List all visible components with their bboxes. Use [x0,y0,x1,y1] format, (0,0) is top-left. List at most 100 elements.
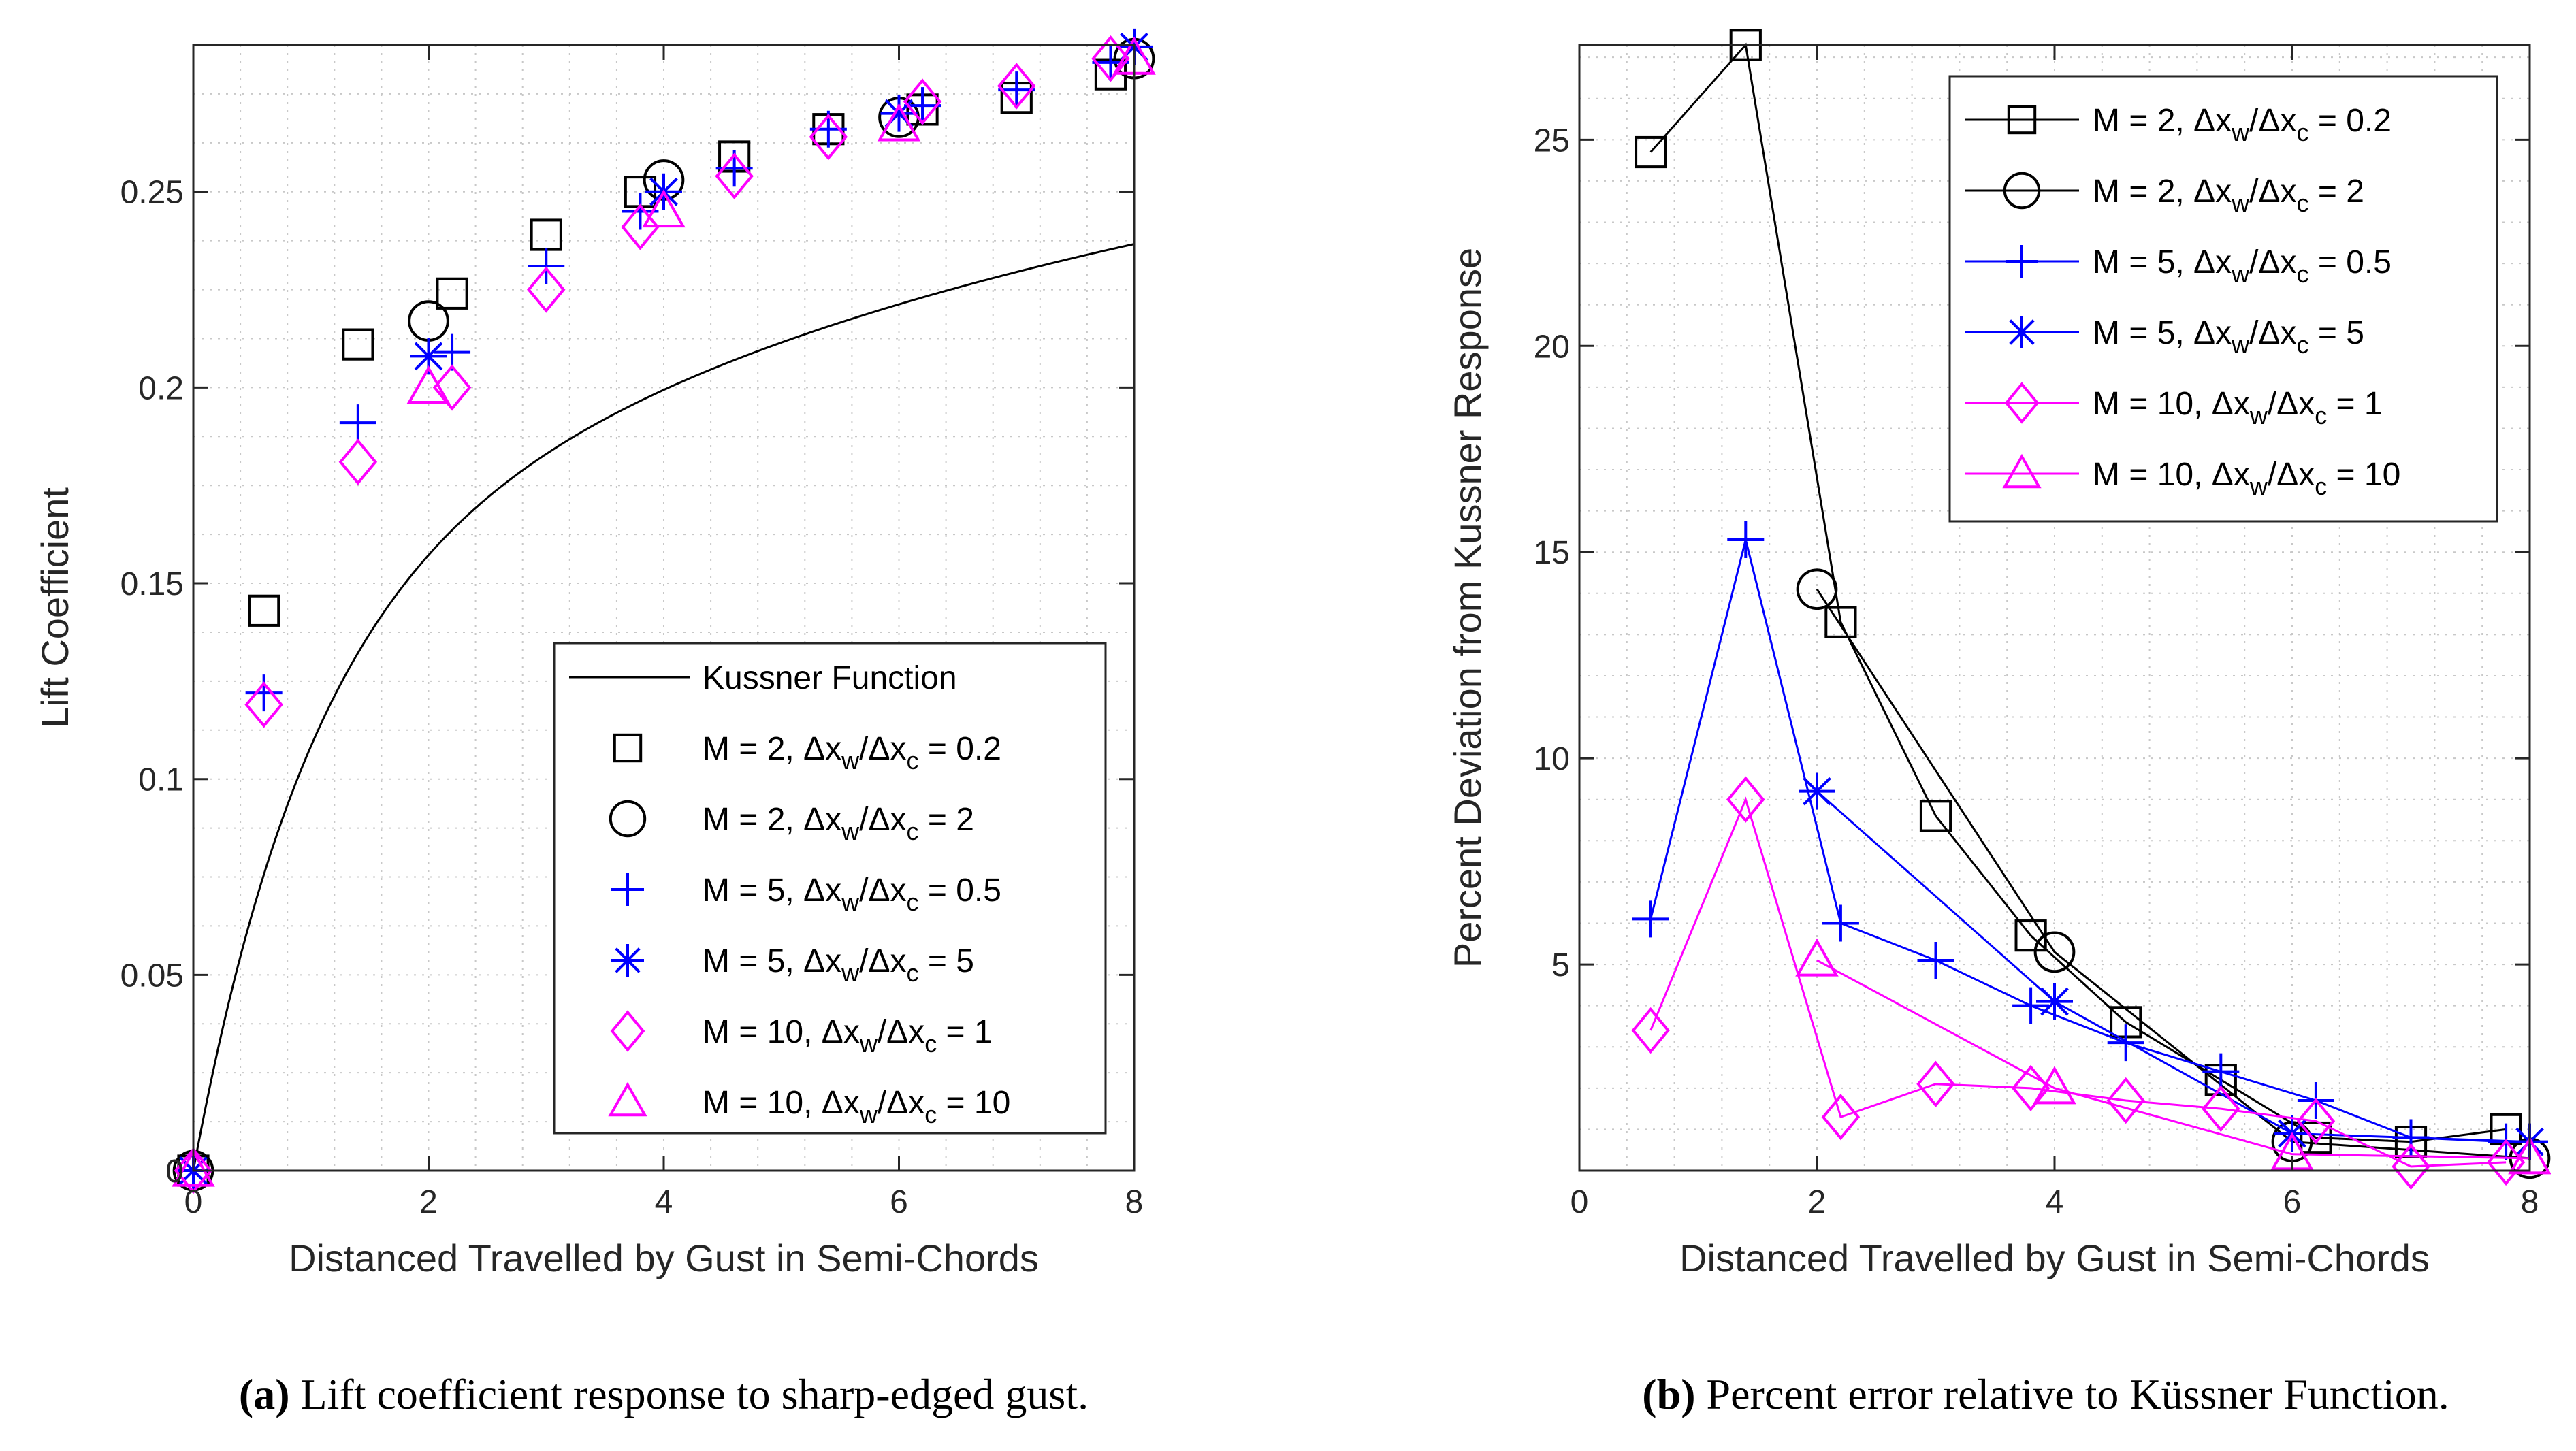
data-point-asterisk [410,338,447,375]
data-point-plus [1822,904,1859,942]
legend-marker-square [613,733,643,763]
legend-label-2: M = 2, Δxw/Δxc = 2 [703,802,974,845]
series-line [1816,959,2530,1160]
y-tick-label: 0.05 [120,958,184,994]
data-point-asterisk [2036,983,2073,1020]
legend-label-4: M = 5, Δxw/Δxc = 5 [2093,315,2364,359]
legend-marker-asterisk [2006,316,2038,348]
data-point-triangle [2508,1136,2551,1175]
y-tick-label: 0.15 [120,566,184,602]
data-point-triangle [2033,1066,2076,1105]
data-point-square [436,277,468,310]
data-point-square [248,594,280,627]
data-point-diamond [2392,1143,2430,1190]
x-tick-label: 2 [419,1184,438,1220]
data-point-plus [904,87,941,125]
data-point-asterisk [880,95,918,132]
data-point-square [1635,135,1667,169]
x-axis-label: Distanced Travelled by Gust in Semi-Chor… [1679,1237,2430,1279]
data-point-diamond [2106,1077,2145,1124]
legend-label-5: M = 10, Δxw/Δxc = 1 [2093,386,2383,429]
data-point-circle [2033,931,2076,973]
legend-marker-circle [2003,172,2041,210]
data-point-plus [245,674,283,712]
data-point-diamond [244,681,283,728]
y-tick-label: 5 [1551,947,1570,983]
series-line [1649,539,2507,1143]
data-point-plus [2012,987,2050,1024]
series-line [1649,42,2507,1143]
legend-box [553,642,1107,1135]
x-tick-label: 6 [2283,1184,2302,1220]
data-point-plus [1092,44,1129,81]
caption-text: Percent error relative to Küssner Functi… [1696,1370,2449,1418]
y-tick-label: 20 [1534,329,1570,365]
y-tick-label: 10 [1534,741,1570,777]
x-tick-label: 6 [890,1184,908,1220]
data-point-square [1919,800,1952,832]
y-tick-label: 0 [165,1154,184,1190]
legend-marker-square [2007,105,2037,135]
x-tick-label: 0 [1571,1184,1589,1220]
legend-label-kussner: Kussner Function [703,660,957,696]
data-point-triangle [642,189,686,228]
data-point-diamond [1916,1060,1955,1107]
data-point-asterisk [1799,772,1835,810]
legend-marker-diamond [610,1010,645,1052]
series-line [1816,790,2530,1143]
data-point-diamond [2296,1098,2336,1145]
legend-label-2: M = 2, Δxw/Δxc = 2 [2093,174,2364,217]
x-tick-label: 4 [2046,1184,2064,1220]
data-point-diamond [621,203,660,250]
caption-label: (a) [239,1370,290,1418]
data-point-diamond [715,152,754,199]
legend-label-5: M = 10, Δxw/Δxc = 1 [703,1014,993,1058]
data-point-plus [339,404,376,442]
data-point-diamond [174,1147,213,1194]
legend-marker-triangle [608,1081,647,1117]
legend-label-4: M = 5, Δxw/Δxc = 5 [703,943,974,987]
data-point-diamond [1821,1094,1861,1141]
y-tick-label: 0.1 [138,762,184,798]
legend-marker-plus [611,873,644,906]
caption-label: (b) [1642,1370,1695,1418]
legend-box [1948,75,2498,523]
panel-b-percent-deviation: 0 2 4 6 8 5 10 15 20 25 Distanced Travelled by Gus… [1446,29,2551,1418]
legend-marker-plus [2006,245,2038,278]
data-point-diamond [1091,35,1130,82]
series-6 [172,36,1156,1187]
data-point-diamond [997,63,1036,110]
legend: Kussner Function M = 2, Δxw/Δxc = 0.2 M = … [553,642,1107,1135]
data-point-square [342,328,374,361]
ticks [192,45,1136,1172]
caption: (b) Percent error relative to Küssner Fu… [1642,1370,2449,1418]
legend-marker-circle [609,800,647,838]
data-point-diamond [432,364,472,411]
legend-label-3: M = 5, Δxw/Δxc = 0.5 [2093,244,2392,288]
data-point-plus [1632,900,1669,938]
series-5 [174,35,1130,1194]
data-point-triangle [172,1148,215,1187]
data-point-triangle [1795,938,1839,977]
panel-a-lift-coefficient: 0 2 4 6 8 0 0.05 0.1 0.15 0.2 0.25 Distanced Travel… [33,28,1156,1418]
data-point-diamond [1631,1007,1670,1054]
data-point-diamond [527,266,566,313]
x-tick-label: 4 [655,1184,673,1220]
data-point-plus [2107,1024,2144,1062]
data-point-circle [1796,568,1838,610]
legend-marker-asterisk [611,944,644,977]
data-point-diamond [2202,1085,2240,1132]
data-point-triangle [406,365,451,404]
y-tick-label: 25 [1534,123,1570,159]
legend-marker-diamond [2004,382,2040,424]
data-point-diamond [1726,776,1765,823]
y-tick-label: 15 [1534,535,1570,571]
x-tick-label: 0 [184,1184,203,1220]
data-point-plus [2202,1053,2240,1090]
y-axis-label: Percent Deviation from Kussner Response [1446,248,1489,968]
x-axis-label: Distanced Travelled by Gust in Semi-Chor… [289,1237,1039,1279]
data-point-square [1824,606,1857,638]
legend-label-3: M = 5, Δxw/Δxc = 0.5 [703,873,1001,916]
y-tick-label: 0.25 [120,175,184,211]
y-axis-label: Lift Coefficient [33,487,76,728]
